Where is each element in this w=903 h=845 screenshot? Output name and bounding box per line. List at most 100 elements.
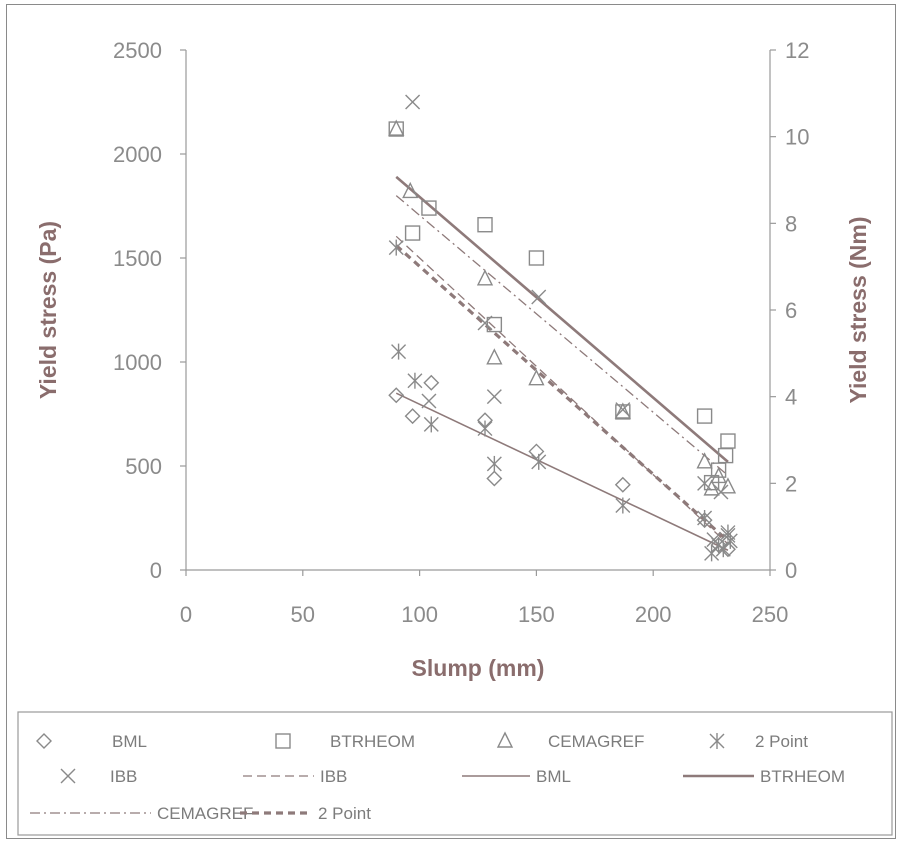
square-marker xyxy=(615,404,631,420)
point-cemagref xyxy=(476,269,494,286)
x-marker-stroke xyxy=(531,289,547,305)
legend-box xyxy=(17,711,893,836)
y2-tick-label: 2 xyxy=(785,471,797,496)
x-tick-label: 150 xyxy=(518,602,555,627)
y2-tick-label: 10 xyxy=(785,125,809,150)
point-cemagref xyxy=(388,119,405,136)
y-tick-label: 2500 xyxy=(113,38,162,63)
y2-tick-label: 0 xyxy=(785,558,797,583)
point-bml xyxy=(486,470,503,487)
triangle-marker xyxy=(528,369,545,386)
legend-label-cemagref: CEMAGREF xyxy=(548,732,644,751)
point-cemagref xyxy=(486,348,503,365)
triangle-marker xyxy=(696,452,713,469)
x-marker-stroke xyxy=(615,402,631,418)
point-2-point xyxy=(407,372,423,389)
y-tick-label: 0 xyxy=(150,558,162,583)
x-marker-stroke xyxy=(405,94,421,110)
point-cemagref xyxy=(710,466,727,484)
fit-line-ibb xyxy=(395,235,729,545)
point-ibb xyxy=(713,484,729,500)
x-tick-label: 50 xyxy=(291,602,315,627)
triangle-marker xyxy=(719,477,737,494)
point-ibb xyxy=(405,94,421,110)
diamond-marker xyxy=(388,387,405,404)
y-tick-label: 1500 xyxy=(113,246,162,271)
fit-line-btrheom xyxy=(395,175,729,463)
diamond-marker xyxy=(696,512,713,529)
point-cemagref xyxy=(614,402,631,419)
point-btrheom xyxy=(720,433,736,449)
square-marker xyxy=(477,217,493,233)
legend-label-bml: BML xyxy=(112,732,147,751)
x-tick-label: 250 xyxy=(752,602,789,627)
y-tick-label: 1000 xyxy=(113,350,162,375)
point-ibb xyxy=(706,532,722,548)
triangle-marker xyxy=(614,402,631,419)
y-axis-title-right: Yield stress (Nm) xyxy=(845,216,871,403)
point-btrheom xyxy=(528,250,545,266)
legend-label-ibb: IBB xyxy=(320,767,347,786)
triangle-marker xyxy=(496,731,514,748)
x-marker-stroke xyxy=(697,475,713,491)
square-marker xyxy=(720,433,736,449)
point-cemagref xyxy=(719,477,737,494)
x-marker-stroke xyxy=(706,532,722,548)
point-ibb xyxy=(697,475,713,491)
y2-tick-label: 4 xyxy=(785,385,797,410)
y-tick-label: 500 xyxy=(125,454,162,479)
square-marker xyxy=(388,121,404,137)
square-marker xyxy=(404,225,421,241)
triangle-marker xyxy=(486,348,503,365)
legend-marker-ibb xyxy=(60,768,76,784)
fit-line-2-point xyxy=(395,244,730,543)
fit-lines xyxy=(395,175,730,551)
point-btrheom xyxy=(388,121,404,137)
tick-labels: 0 50 100 150 200 2500500100015002000250002468… xyxy=(113,38,809,627)
legend-label-bml: BML xyxy=(536,767,571,786)
y-axis-title-left: Yield stress (Pa) xyxy=(35,221,61,399)
legend-label-btrheom: BTRHEOM xyxy=(760,767,845,786)
square-marker xyxy=(696,408,713,424)
point-bml xyxy=(528,443,545,460)
point-cemagref xyxy=(696,452,713,469)
axes xyxy=(180,49,776,576)
point-cemagref xyxy=(402,181,419,199)
legend-label-btrheom: BTRHEOM xyxy=(330,732,415,751)
x-marker-stroke xyxy=(486,389,502,405)
point-2-point xyxy=(423,416,439,433)
legend-marker-btrheom xyxy=(275,733,291,749)
point-ibb xyxy=(486,389,502,405)
square-marker xyxy=(275,733,291,749)
point-2-point xyxy=(704,545,720,562)
point-2-point xyxy=(531,453,547,470)
square-marker xyxy=(528,250,545,266)
point-btrheom xyxy=(477,217,493,233)
x-axis-title: Slump (mm) xyxy=(412,655,545,681)
point-cemagref xyxy=(703,479,720,496)
triangle-marker xyxy=(703,479,720,496)
point-bml xyxy=(614,476,631,493)
point-2-point xyxy=(697,510,713,526)
legend-marker-bml xyxy=(36,733,52,749)
point-ibb xyxy=(720,527,736,543)
point-btrheom xyxy=(696,408,713,424)
legend-label-2-point: 2 Point xyxy=(318,804,371,823)
diamond-marker xyxy=(614,476,631,493)
x-marker-stroke xyxy=(720,527,736,543)
triangle-marker xyxy=(388,119,405,136)
x-marker-stroke xyxy=(60,768,76,784)
point-cemagref xyxy=(528,369,545,386)
y2-tick-label: 8 xyxy=(785,211,797,236)
triangle-marker xyxy=(710,466,727,484)
point-ibb xyxy=(421,393,437,409)
point-2-point xyxy=(722,532,738,549)
point-2-point xyxy=(486,455,502,472)
diamond-marker xyxy=(423,374,440,391)
point-2-point xyxy=(391,343,407,360)
data-points xyxy=(388,94,738,562)
triangle-marker xyxy=(402,181,419,199)
fit-line-bml xyxy=(395,392,729,551)
x-marker-stroke xyxy=(421,393,437,409)
